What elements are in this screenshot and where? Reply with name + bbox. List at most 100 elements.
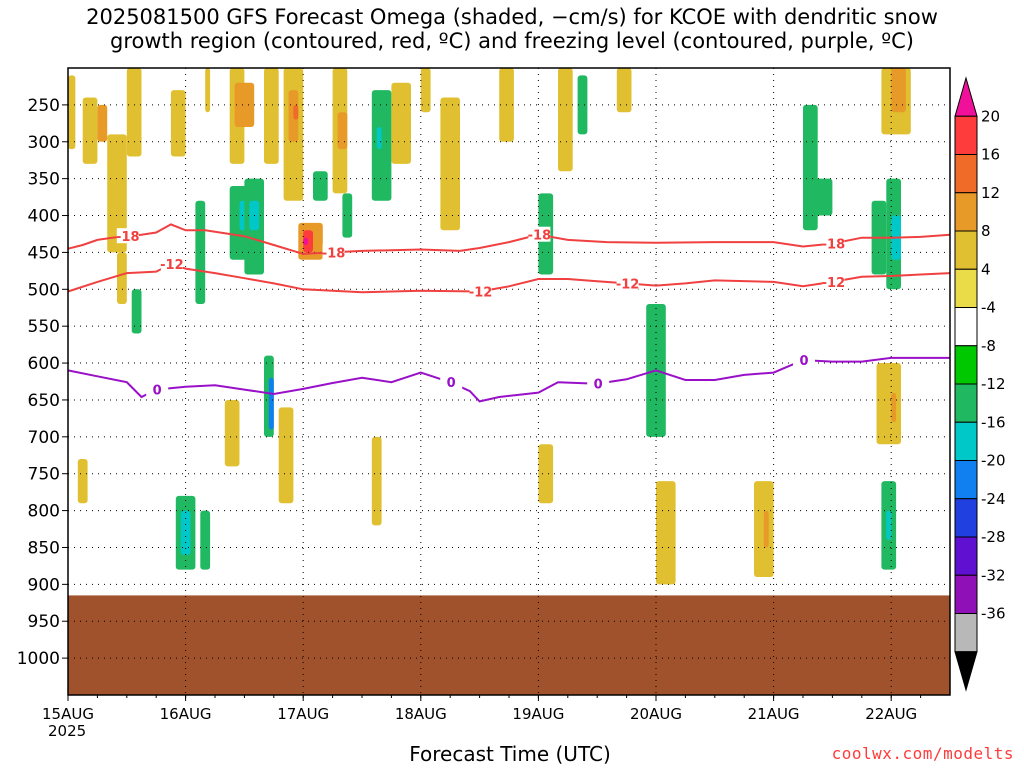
omega-cell bbox=[107, 134, 127, 253]
omega-cell bbox=[268, 377, 274, 430]
x-tick-label: 18AUG bbox=[395, 705, 447, 723]
omega-cell bbox=[303, 237, 309, 246]
y-tick-label: 400 bbox=[28, 207, 60, 227]
contour-label: 0 bbox=[153, 384, 162, 399]
contour-label-bg bbox=[793, 352, 815, 368]
contour-label: -18 bbox=[528, 229, 552, 244]
contour-label: -18 bbox=[116, 230, 140, 245]
omega-cell bbox=[82, 97, 98, 164]
colorbar-swatch bbox=[954, 613, 978, 653]
omega-cell bbox=[371, 436, 382, 526]
omega-cell bbox=[886, 510, 892, 541]
omega-cell bbox=[616, 68, 632, 113]
contour-label: -12 bbox=[822, 276, 846, 291]
chart-title-line-1: 2025081500 GFS Forecast Omega (shaded, −… bbox=[86, 5, 938, 29]
omega-cell bbox=[278, 407, 294, 504]
omega-cell bbox=[68, 75, 76, 150]
omega-cell bbox=[200, 510, 211, 570]
omega-cell bbox=[376, 127, 382, 150]
axes: 250 300 350 400 450 500 550 600 650 700 750 800 850 9… bbox=[17, 67, 951, 723]
colorbar-swatch bbox=[954, 230, 978, 270]
chart-title-line-2: growth region (contoured, red, ºC) and f… bbox=[110, 29, 914, 53]
colorbar-swatch bbox=[954, 115, 978, 155]
colorbar-label: -16 bbox=[981, 413, 1006, 431]
y-tick-label: 500 bbox=[28, 280, 60, 300]
contour-label: -18 bbox=[822, 238, 846, 253]
y-tick-label: 900 bbox=[28, 575, 60, 595]
x-tick-label: 19AUG bbox=[512, 705, 564, 723]
contour-label: -12 bbox=[469, 286, 493, 301]
colorbar-swatch bbox=[954, 268, 978, 308]
credit-link[interactable]: coolwx.com/modelts bbox=[831, 744, 1014, 763]
contour-label-bg bbox=[440, 374, 463, 390]
omega-cell bbox=[313, 171, 328, 201]
x-tick-label: 15AUG bbox=[42, 705, 94, 723]
contour-label-bg bbox=[469, 283, 492, 299]
contour-0 bbox=[67, 356, 950, 403]
colorbar-swatch bbox=[954, 307, 978, 347]
colorbar-label: 4 bbox=[981, 260, 991, 278]
colorbar-label: -28 bbox=[981, 528, 1006, 546]
contour-label: -12 bbox=[616, 277, 640, 292]
colorbar-swatch bbox=[954, 383, 978, 423]
colorbar-label: 20 bbox=[981, 107, 1000, 125]
colorbar-swatch bbox=[954, 498, 978, 538]
omega-cell bbox=[77, 458, 88, 504]
x-tick-label: 16AUG bbox=[160, 705, 212, 723]
omega-cell bbox=[337, 112, 348, 150]
colorbar-swatch bbox=[954, 536, 978, 576]
colorbar-swatch bbox=[954, 192, 978, 232]
y-tick-label: 850 bbox=[28, 538, 60, 558]
contour-label-bg bbox=[587, 375, 610, 391]
omega-cell bbox=[420, 68, 431, 113]
omega-cell bbox=[538, 444, 554, 504]
y-tick-label: 450 bbox=[28, 243, 60, 263]
omega-cell bbox=[205, 68, 211, 113]
omega-cell bbox=[97, 104, 108, 142]
colorbar-swatch bbox=[954, 574, 978, 614]
contour-label-bg bbox=[822, 235, 845, 251]
colorbar-label: -32 bbox=[981, 566, 1006, 584]
x-tick-label: 17AUG bbox=[277, 705, 329, 723]
y-tick-label: 700 bbox=[28, 428, 60, 448]
colorbar-label: -24 bbox=[981, 490, 1006, 508]
x-tick-label: 21AUG bbox=[748, 705, 800, 723]
contour-label: -18 bbox=[322, 246, 346, 261]
colorbar-label: -4 bbox=[981, 299, 996, 317]
y-tick-label: 600 bbox=[28, 354, 60, 374]
x-tick-label: 22AUG bbox=[865, 705, 917, 723]
contour--18 bbox=[67, 223, 951, 255]
x-axis-label: Forecast Time (UTC) bbox=[409, 742, 611, 766]
y-tick-label: 650 bbox=[28, 391, 60, 411]
y-tick-label: 350 bbox=[28, 170, 60, 190]
contour-lines: -18 -18 -18 -18 -12 -12 -12 -12 0 0 0 0 bbox=[67, 223, 951, 403]
omega-cell bbox=[117, 252, 127, 305]
colorbar-label: 12 bbox=[981, 184, 1000, 202]
contour-label: 0 bbox=[799, 354, 808, 369]
ground-surface bbox=[68, 595, 950, 695]
omega-cell bbox=[391, 82, 411, 164]
x-tick-label: 20AUG bbox=[630, 705, 682, 723]
omega-cell bbox=[891, 392, 897, 423]
omega-cell bbox=[234, 82, 255, 128]
omega-cell bbox=[440, 97, 460, 231]
contour-label-bg bbox=[160, 256, 183, 272]
omega-cell bbox=[170, 90, 186, 157]
y-tick-label: 300 bbox=[28, 133, 60, 153]
contour-label-bg bbox=[822, 273, 845, 289]
omega-cell bbox=[180, 510, 191, 555]
contour-label: -12 bbox=[160, 258, 184, 273]
omega-cell bbox=[224, 399, 240, 467]
y-tick-label: 1000 bbox=[17, 649, 60, 669]
omega-cell bbox=[293, 104, 299, 120]
year-label: 2025 bbox=[48, 722, 87, 740]
colorbar-label: -8 bbox=[981, 337, 996, 355]
contour-label: 0 bbox=[594, 378, 603, 393]
y-tick-label: 950 bbox=[28, 612, 60, 632]
omega-cell bbox=[342, 193, 353, 238]
surface-fill bbox=[68, 595, 950, 695]
colorbar-label: -12 bbox=[981, 375, 1006, 393]
omega-cell bbox=[577, 75, 588, 135]
colorbar-label: 16 bbox=[981, 146, 1000, 164]
